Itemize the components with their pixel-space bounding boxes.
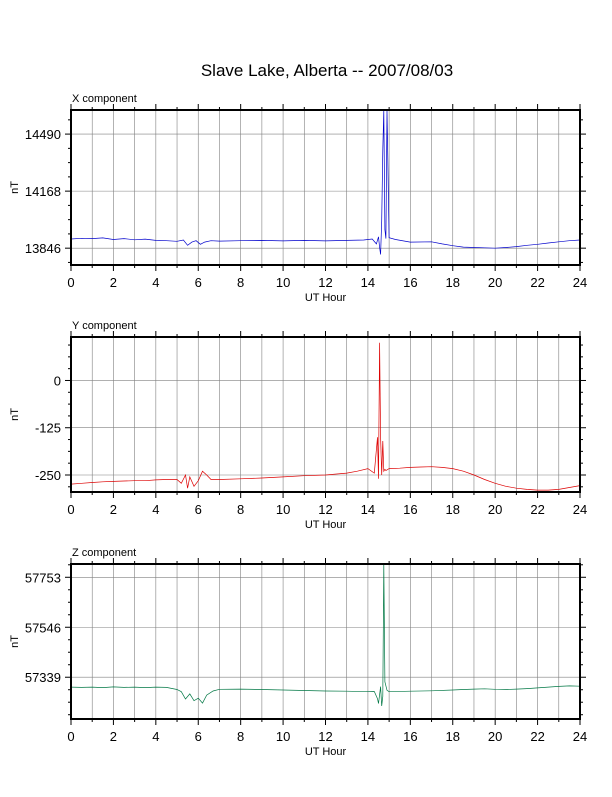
y-x-tick-label: 2: [110, 502, 117, 517]
z-component-label: Z component: [72, 547, 136, 559]
x-x-axis-title: UT Hour: [305, 292, 347, 304]
z-x-tick-label: 10: [276, 729, 290, 744]
z-x-axis-title: UT Hour: [305, 746, 347, 758]
x-x-tick-label: 6: [195, 275, 202, 290]
x-y-tick-label: 14490: [25, 127, 61, 142]
z-x-tick-label: 12: [318, 729, 332, 744]
y-x-tick-label: 0: [67, 502, 74, 517]
x-x-tick-label: 4: [152, 275, 159, 290]
y-x-tick-label: 18: [446, 502, 460, 517]
z-x-tick-label: 6: [195, 729, 202, 744]
z-y-axis-title: nT: [9, 635, 21, 648]
z-x-tick-label: 4: [152, 729, 159, 744]
y-y-tick-label: -250: [35, 468, 61, 483]
z-x-tick-label: 20: [488, 729, 502, 744]
y-x-tick-label: 4: [152, 502, 159, 517]
z-x-tick-label: 18: [446, 729, 460, 744]
x-x-tick-label: 2: [110, 275, 117, 290]
z-x-tick-label: 2: [110, 729, 117, 744]
x-x-tick-label: 18: [446, 275, 460, 290]
x-x-tick-label: 22: [530, 275, 544, 290]
x-x-tick-label: 8: [237, 275, 244, 290]
x-x-tick-label: 14: [361, 275, 375, 290]
y-x-tick-label: 22: [530, 502, 544, 517]
x-x-tick-label: 10: [276, 275, 290, 290]
y-x-tick-label: 12: [318, 502, 332, 517]
y-series-line: [71, 342, 580, 491]
z-y-tick-label: 57339: [25, 670, 61, 685]
z-x-tick-label: 0: [67, 729, 74, 744]
y-y-tick-label: 0: [54, 373, 61, 388]
y-x-tick-label: 20: [488, 502, 502, 517]
x-x-tick-label: 20: [488, 275, 502, 290]
y-y-tick-label: -125: [35, 421, 61, 436]
x-series-line: [71, 110, 580, 255]
z-x-tick-label: 8: [237, 729, 244, 744]
y-x-tick-label: 16: [403, 502, 417, 517]
x-y-axis-title: nT: [9, 181, 21, 194]
x-component-label: X component: [72, 93, 137, 105]
x-x-tick-label: 12: [318, 275, 332, 290]
y-x-tick-label: 14: [361, 502, 375, 517]
z-series-line: [71, 564, 580, 707]
z-x-tick-label: 24: [573, 729, 587, 744]
z-y-tick-label: 57753: [25, 570, 61, 585]
y-x-tick-label: 6: [195, 502, 202, 517]
x-x-tick-label: 0: [67, 275, 74, 290]
z-x-tick-label: 16: [403, 729, 417, 744]
x-x-tick-label: 16: [403, 275, 417, 290]
y-x-axis-title: UT Hour: [305, 519, 347, 531]
x-y-tick-label: 14168: [25, 184, 61, 199]
y-x-tick-label: 24: [573, 502, 587, 517]
y-x-tick-label: 10: [276, 502, 290, 517]
chart-title: Slave Lake, Alberta -- 2007/08/03: [201, 61, 453, 80]
x-y-tick-label: 13846: [25, 241, 61, 256]
z-y-tick-label: 57546: [25, 620, 61, 635]
y-component-label: Y component: [72, 320, 137, 332]
z-x-tick-label: 22: [530, 729, 544, 744]
x-x-tick-label: 24: [573, 275, 587, 290]
y-y-axis-title: nT: [9, 408, 21, 421]
y-x-tick-label: 8: [237, 502, 244, 517]
z-x-tick-label: 14: [361, 729, 375, 744]
